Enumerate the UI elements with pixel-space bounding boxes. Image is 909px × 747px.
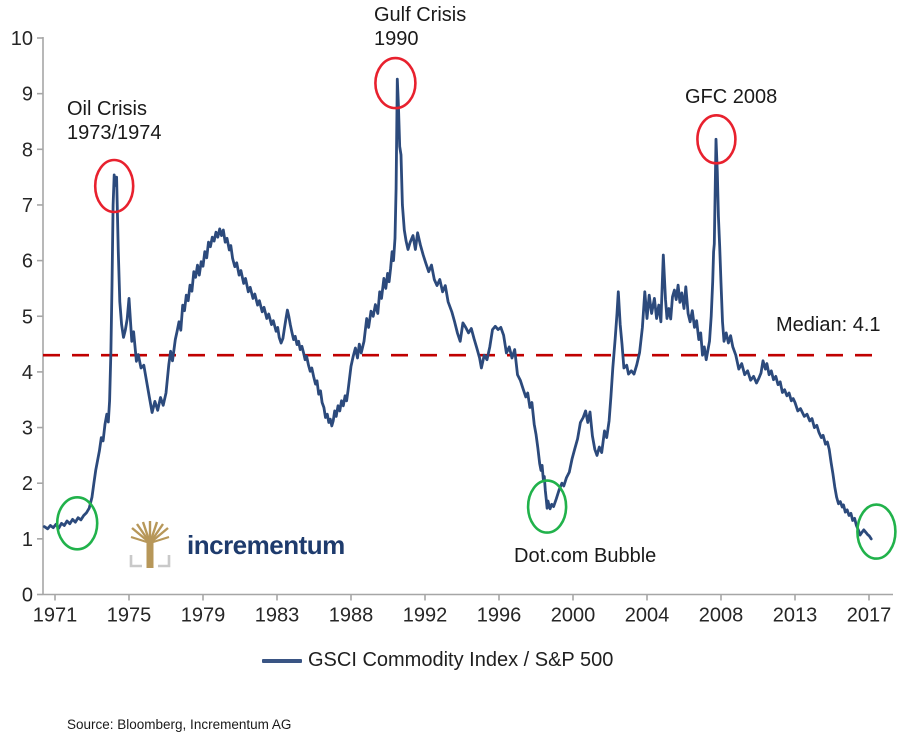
2017-low-circle — [856, 503, 897, 560]
gsci-sp500-ratio-line — [42, 77, 873, 541]
x-tick-label: 1996 — [477, 605, 522, 627]
y-tick-label: 8 — [22, 139, 33, 161]
x-axis-ticks: 1971 1975 1979 1983 1988 1992 1996 2000 2004 2008… — [33, 594, 892, 627]
incrementum-logo: incrementum — [127, 521, 345, 569]
annotation-gulf-crisis-line1: Gulf Crisis — [374, 4, 467, 26]
logo-tree-trunk — [146, 539, 154, 568]
dotcom-low-circle — [526, 479, 568, 534]
annotation-gfc-2008-line1: GFC 2008 — [685, 86, 778, 108]
annotation-gfc-2008: GFC 2008 — [685, 85, 777, 109]
x-tick-label: 1992 — [403, 605, 448, 627]
y-tick-label: 10 — [11, 28, 33, 50]
axes — [42, 37, 893, 596]
x-tick-label: 2013 — [773, 605, 818, 627]
x-tick-label: 1983 — [255, 605, 300, 627]
annotation-oil-crisis-line2: 1973/1974 — [67, 122, 162, 144]
median-label: Median: 4.1 — [776, 314, 881, 336]
legend-line-marker — [262, 658, 302, 663]
oil-crisis-circle — [93, 158, 135, 214]
gulf-crisis-circle — [374, 56, 417, 110]
incrementum-logo-text: incrementum — [187, 530, 345, 560]
annotation-oil-crisis: Oil Crisis 1973/1974 — [67, 97, 162, 145]
annotation-oil-crisis-line1: Oil Crisis — [67, 98, 147, 120]
legend-label: GSCI Commodity Index / S&P 500 — [308, 649, 614, 671]
y-tick-label: 2 — [22, 473, 33, 495]
incrementum-tree-icon — [129, 521, 171, 568]
y-axis-ticks: 0 1 2 3 4 5 6 7 8 9 10 — [11, 28, 43, 607]
x-tick-label: 2000 — [551, 605, 596, 627]
1972-low-circle — [55, 495, 99, 551]
gfc-2008-circle — [696, 114, 737, 165]
x-tick-label: 1975 — [107, 605, 152, 627]
logo-bracket-marks — [129, 555, 171, 568]
x-tick-label: 1971 — [33, 605, 78, 627]
y-tick-label: 0 — [22, 585, 33, 607]
y-tick-label: 6 — [22, 251, 33, 273]
y-tick-label: 9 — [22, 84, 33, 106]
x-tick-label: 2017 — [847, 605, 892, 627]
annotation-gulf-crisis-line2: 1990 — [374, 28, 419, 50]
annotation-gulf-crisis: Gulf Crisis 1990 — [374, 3, 466, 51]
x-tick-label: 1988 — [329, 605, 374, 627]
y-tick-label: 4 — [22, 362, 33, 384]
y-tick-label: 7 — [22, 195, 33, 217]
x-tick-label: 1979 — [181, 605, 226, 627]
source-note: Source: Bloomberg, Incrementum AG — [67, 717, 292, 732]
legend: GSCI Commodity Index / S&P 500 — [262, 649, 613, 672]
annotation-dotcom-bubble: Dot.com Bubble — [514, 545, 657, 567]
y-tick-label: 1 — [22, 529, 33, 551]
y-tick-label: 5 — [22, 306, 33, 328]
x-tick-label: 2008 — [699, 605, 744, 627]
y-tick-label: 3 — [22, 418, 33, 440]
x-tick-label: 2004 — [625, 605, 670, 627]
